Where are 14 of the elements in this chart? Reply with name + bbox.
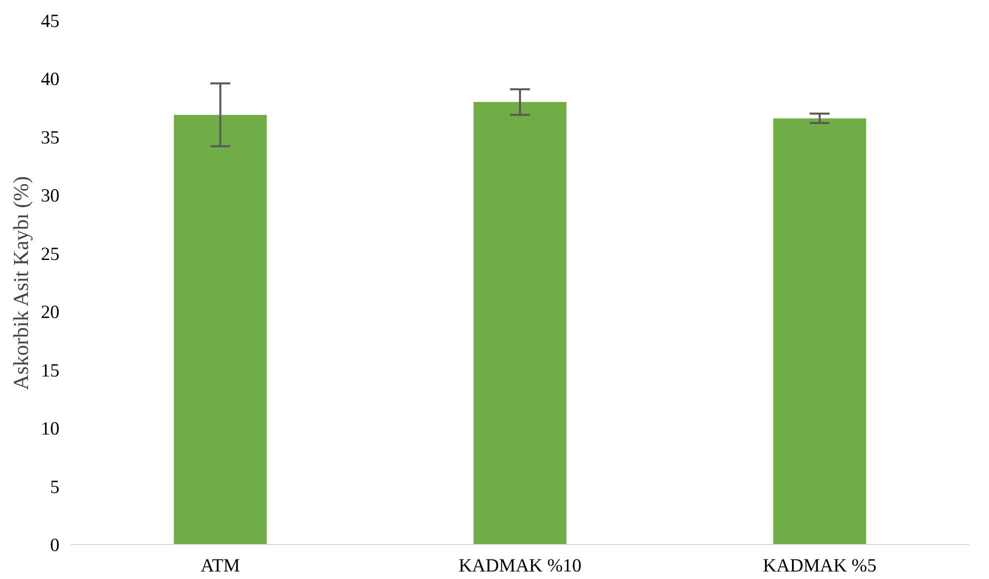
y-tick-label: 35 bbox=[40, 127, 60, 148]
y-tick-label: 10 bbox=[40, 418, 60, 440]
y-tick-label: 40 bbox=[40, 69, 60, 90]
y-tick-label: 20 bbox=[40, 302, 60, 324]
x-tick-label: ATM bbox=[200, 556, 240, 576]
y-tick-label: 0 bbox=[50, 535, 60, 556]
y-tick-label: 5 bbox=[50, 476, 60, 498]
y-tick-label: 45 bbox=[40, 11, 60, 32]
y-axis-title: Askorbik Asit Kaybı (%) bbox=[8, 176, 33, 390]
x-tick-label: KADMAK %5 bbox=[762, 556, 876, 576]
y-tick-label: 30 bbox=[40, 186, 60, 207]
y-tick-label: 25 bbox=[40, 244, 60, 265]
x-tick-label: KADMAK %10 bbox=[458, 556, 582, 576]
y-tick-label: 15 bbox=[40, 360, 60, 382]
